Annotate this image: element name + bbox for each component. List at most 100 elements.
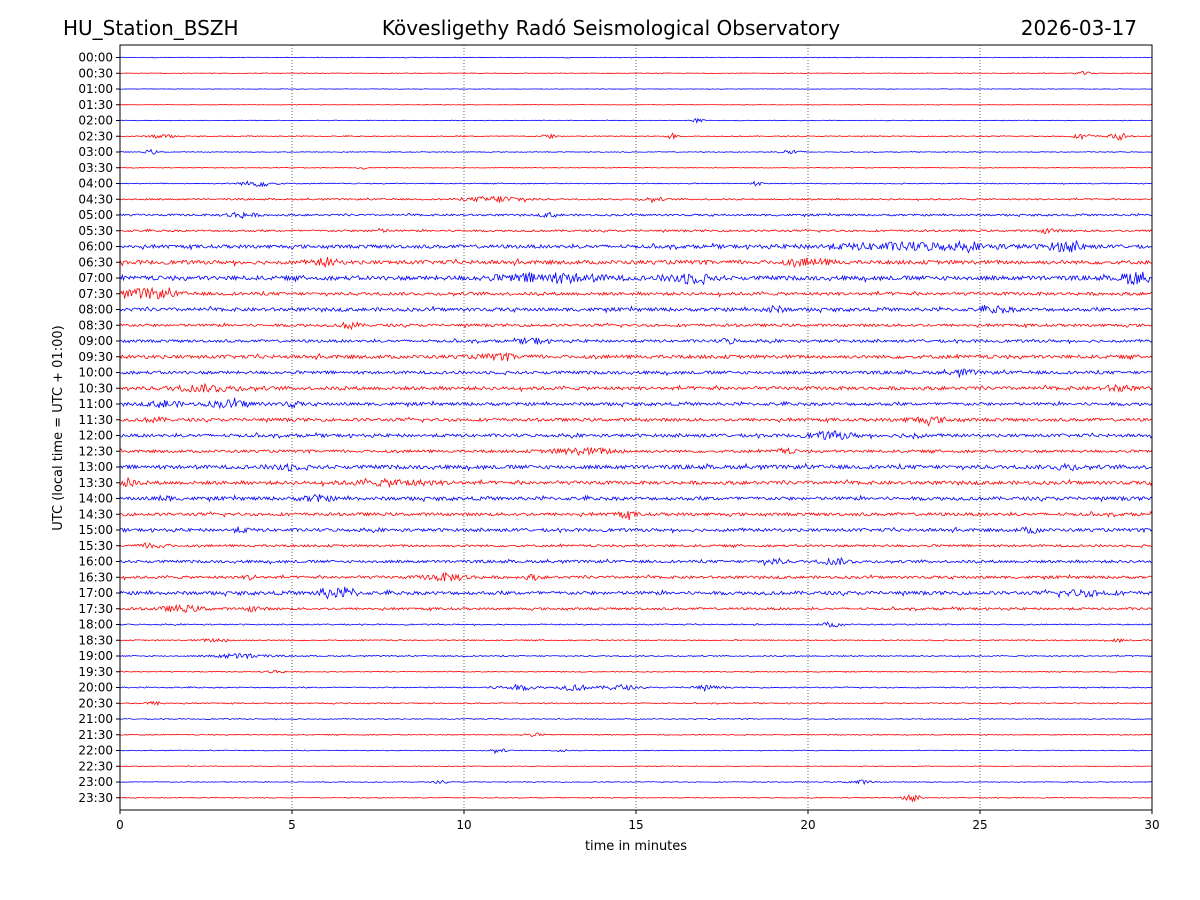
- trace-16:00: [119, 556, 1153, 567]
- y-tick-label: 21:30: [78, 728, 113, 742]
- trace-08:30: [119, 321, 1153, 331]
- trace-17:30: [119, 603, 1153, 614]
- chart-date: 2026-03-17: [1021, 16, 1137, 40]
- trace-19:00: [119, 652, 1153, 660]
- y-tick-label: 12:30: [78, 444, 113, 458]
- x-tick-label: 30: [1144, 818, 1159, 832]
- y-tick-label: 07:30: [78, 287, 113, 301]
- y-tick-label: 13:00: [78, 460, 113, 474]
- trace-17:00: [119, 586, 1153, 600]
- trace-18:00: [119, 621, 1153, 628]
- y-tick-label: 10:00: [78, 366, 113, 380]
- y-tick-label: 22:00: [78, 744, 113, 758]
- y-tick-label: 06:00: [78, 240, 113, 254]
- y-tick-label: 13:30: [78, 476, 113, 490]
- y-tick-label: 23:30: [78, 791, 113, 805]
- y-tick-label: 09:00: [78, 334, 113, 348]
- trace-10:00: [119, 368, 1153, 378]
- y-tick-label: 17:00: [78, 586, 113, 600]
- trace-13:30: [119, 477, 1153, 489]
- trace-07:00: [119, 271, 1153, 286]
- trace-20:00: [119, 683, 1153, 692]
- y-tick-label: 19:00: [78, 649, 113, 663]
- y-tick-label: 10:30: [78, 381, 113, 395]
- trace-11:30: [119, 415, 1153, 427]
- y-tick-label: 04:30: [78, 192, 113, 206]
- x-tick-label: 20: [800, 818, 815, 832]
- y-tick-label: 17:30: [78, 602, 113, 616]
- trace-06:00: [119, 239, 1153, 254]
- trace-06:30: [119, 256, 1153, 269]
- trace-07:30: [119, 286, 1153, 300]
- y-tick-label: 02:00: [78, 114, 113, 128]
- trace-15:30: [119, 542, 1153, 549]
- y-tick-label: 07:00: [78, 271, 113, 285]
- trace-14:00: [119, 493, 1153, 503]
- x-tick-label: 15: [628, 818, 643, 832]
- trace-23:00: [119, 779, 1153, 786]
- y-tick-label: 08:30: [78, 318, 113, 332]
- x-tick-label: 25: [972, 818, 987, 832]
- trace-09:00: [119, 336, 1153, 345]
- trace-18:30: [119, 637, 1153, 644]
- trace-12:30: [119, 446, 1153, 457]
- x-axis-label: time in minutes: [585, 839, 687, 854]
- trace-09:30: [119, 352, 1153, 362]
- trace-05:30: [119, 227, 1153, 234]
- trace-03:00: [119, 148, 1153, 155]
- y-tick-label: 08:00: [78, 303, 113, 317]
- trace-15:00: [119, 526, 1153, 534]
- trace-20:30: [119, 700, 1153, 707]
- grid-lines: [291, 45, 981, 810]
- y-tick-label: 19:30: [78, 665, 113, 679]
- trace-05:00: [119, 211, 1153, 220]
- trace-01:30: [119, 103, 1153, 106]
- y-tick-label: 01:30: [78, 98, 113, 112]
- y-tick-label: 22:30: [78, 759, 113, 773]
- x-ticks: 0 5 10 15 20 25 30: [116, 810, 1160, 832]
- y-tick-label: 14:00: [78, 492, 113, 506]
- y-tick-label: 16:30: [78, 570, 113, 584]
- station-name: HU_Station_BSZH: [63, 16, 239, 40]
- trace-01:00: [119, 88, 1153, 90]
- y-tick-label: 14:30: [78, 507, 113, 521]
- trace-22:00: [119, 748, 1153, 755]
- chart-title: Kövesligethy Radó Seismological Observat…: [382, 16, 840, 40]
- y-tick-label: 15:30: [78, 539, 113, 553]
- trace-11:00: [119, 397, 1153, 410]
- y-tick-label: 03:30: [78, 161, 113, 175]
- trace-22:30: [119, 765, 1153, 768]
- trace-13:00: [119, 462, 1153, 472]
- y-tick-label: 23:00: [78, 775, 113, 789]
- y-tick-label: 01:00: [78, 82, 113, 96]
- y-tick-label: 18:30: [78, 633, 113, 647]
- y-tick-label: 20:00: [78, 681, 113, 695]
- y-tick-label: 11:00: [78, 397, 113, 411]
- y-tick-label: 06:30: [78, 255, 113, 269]
- seismic-traces: [119, 56, 1153, 803]
- x-tick-label: 5: [288, 818, 296, 832]
- y-tick-label: 02:30: [78, 129, 113, 143]
- trace-21:00: [119, 717, 1153, 721]
- y-tick-label: 18:00: [78, 618, 113, 632]
- y-tick-label: 21:00: [78, 712, 113, 726]
- x-tick-label: 10: [456, 818, 471, 832]
- y-tick-label: 05:30: [78, 224, 113, 238]
- y-tick-label: 05:00: [78, 208, 113, 222]
- y-tick-label: 20:30: [78, 696, 113, 710]
- trace-08:00: [119, 304, 1153, 314]
- y-tick-label: 00:30: [78, 66, 113, 80]
- trace-12:00: [119, 430, 1153, 441]
- x-tick-label: 0: [116, 818, 124, 832]
- trace-14:30: [119, 510, 1153, 521]
- trace-00:00: [119, 56, 1153, 59]
- trace-10:30: [119, 382, 1153, 393]
- trace-21:30: [119, 732, 1153, 738]
- trace-02:30: [119, 132, 1153, 142]
- y-tick-label: 03:00: [78, 145, 113, 159]
- trace-02:00: [119, 117, 1153, 124]
- y-tick-label: 00:00: [78, 51, 113, 65]
- trace-03:30: [119, 166, 1153, 170]
